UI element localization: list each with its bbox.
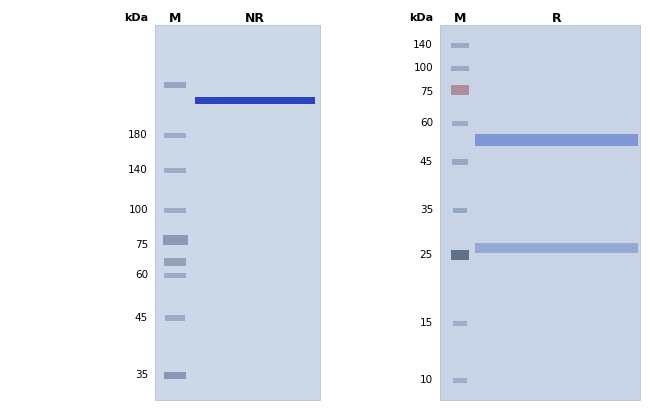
Text: 10: 10 (420, 375, 433, 385)
Text: 100: 100 (413, 63, 433, 73)
Bar (475, 243, 638, 253)
Bar (452, 121, 468, 126)
Bar (453, 377, 467, 382)
Bar (162, 235, 187, 245)
Text: 45: 45 (135, 313, 148, 323)
Bar (451, 65, 469, 70)
Bar (453, 208, 467, 213)
Bar (451, 85, 469, 95)
Bar (440, 25, 640, 400)
Bar (164, 82, 186, 88)
Text: 60: 60 (420, 118, 433, 128)
Bar (452, 159, 468, 165)
Bar (164, 272, 186, 277)
Text: 140: 140 (128, 165, 148, 175)
Bar (155, 25, 320, 400)
Text: M: M (169, 12, 181, 25)
Bar (451, 42, 469, 47)
Bar (164, 168, 186, 173)
Bar (195, 97, 315, 104)
Bar (451, 250, 469, 260)
Bar (164, 208, 186, 213)
Text: 75: 75 (135, 240, 148, 250)
Text: 35: 35 (420, 205, 433, 215)
Bar (164, 258, 186, 266)
Bar (164, 133, 186, 138)
Text: 100: 100 (129, 205, 148, 215)
Text: 35: 35 (135, 370, 148, 380)
Text: 75: 75 (420, 87, 433, 97)
Text: kDa: kDa (409, 13, 433, 23)
Bar (453, 320, 467, 325)
Text: 25: 25 (420, 250, 433, 260)
Text: 140: 140 (413, 40, 433, 50)
Text: 45: 45 (420, 157, 433, 167)
Text: 180: 180 (128, 130, 148, 140)
Text: M: M (454, 12, 466, 25)
Text: kDa: kDa (124, 13, 148, 23)
Text: NR: NR (245, 12, 265, 25)
Bar (164, 371, 186, 379)
Bar (165, 315, 185, 321)
Text: 15: 15 (420, 318, 433, 328)
Bar (475, 134, 638, 146)
Text: 60: 60 (135, 270, 148, 280)
Text: R: R (552, 12, 562, 25)
